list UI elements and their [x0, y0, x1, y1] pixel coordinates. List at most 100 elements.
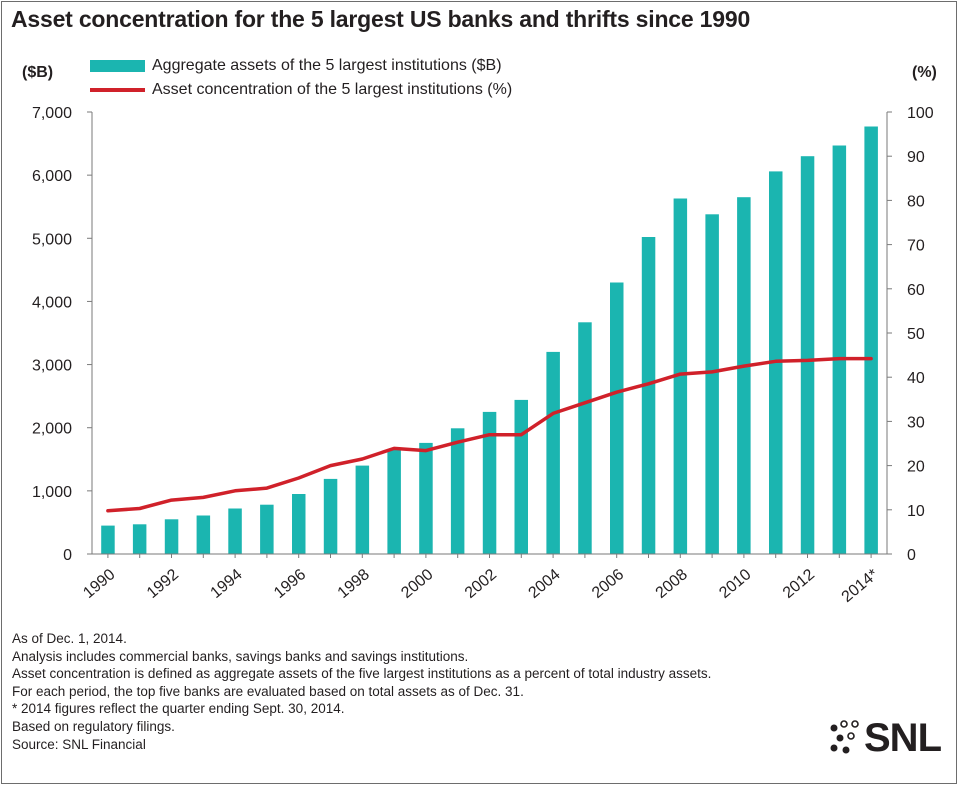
x-tick-label: 1990	[80, 566, 118, 602]
footnote: Source: SNL Financial	[12, 736, 146, 752]
bar	[832, 145, 847, 554]
right-tick-label: 40	[907, 370, 925, 387]
line-point	[329, 464, 332, 467]
footnote: As of Dec. 1, 2014.	[12, 631, 127, 646]
right-tick-label: 50	[907, 326, 925, 343]
chart-title: Asset concentration for the 5 largest US…	[11, 6, 751, 32]
bar	[610, 282, 624, 554]
bar	[450, 428, 465, 554]
bar	[673, 198, 688, 554]
footnote: * 2014 figures reflect the quarter endin…	[12, 701, 345, 717]
legend-line-swatch	[90, 88, 145, 92]
left-tick-label: 7,000	[32, 105, 72, 122]
right-tick-label: 90	[907, 149, 925, 166]
line-point	[233, 489, 237, 492]
line-point	[647, 382, 650, 385]
line-point	[838, 357, 841, 360]
right-tick-label: 10	[907, 503, 925, 520]
snl-dots-icon	[830, 720, 859, 754]
bar	[546, 351, 560, 554]
right-tick-label: 30	[907, 414, 925, 431]
right-tick-label: 70	[907, 238, 925, 255]
bar	[132, 524, 147, 554]
line-point	[170, 498, 173, 502]
bar	[641, 237, 656, 554]
line-point	[742, 364, 746, 368]
x-tick-label: 1996	[271, 566, 309, 602]
line-point	[520, 433, 523, 436]
left-axis-unit: ($B)	[22, 64, 54, 81]
x-tick-label: 1994	[207, 566, 245, 602]
right-tick-label: 60	[907, 282, 925, 299]
bar	[164, 519, 179, 554]
legend-item-bars: Aggregate assets of the 5 largest instit…	[90, 54, 512, 78]
footnote: Asset concentration is defined as aggreg…	[12, 666, 712, 682]
right-tick-label: 20	[907, 459, 925, 476]
x-tick-label: 2006	[589, 566, 627, 602]
line-point	[456, 441, 459, 444]
footnote: Based on regulatory filings.	[12, 718, 175, 734]
line-point	[710, 370, 714, 374]
line-point	[551, 412, 555, 415]
bar	[737, 197, 751, 554]
x-tick-label: 2000	[398, 566, 436, 602]
bar	[101, 525, 115, 554]
bar	[196, 515, 211, 554]
bar	[260, 504, 274, 554]
legend-item-line: Asset concentration of the 5 largest ins…	[90, 78, 512, 102]
right-tick-label: 0	[907, 547, 916, 564]
left-tick-label: 4,000	[32, 294, 72, 311]
bar	[705, 214, 719, 555]
legend-line-label: Asset concentration of the 5 largest ins…	[152, 81, 513, 98]
left-tick-label: 0	[63, 547, 72, 564]
bar	[800, 156, 815, 554]
line-point	[106, 509, 110, 512]
bar	[419, 442, 433, 554]
line-point	[202, 496, 205, 499]
footnote: Analysis includes commercial banks, savi…	[12, 648, 469, 664]
right-tick-label: 100	[907, 105, 934, 122]
legend-bar-swatch	[90, 60, 145, 72]
snl-logo: SNL	[828, 716, 942, 760]
logo-text: SNL	[864, 716, 942, 760]
line-point	[361, 457, 364, 461]
legend: Aggregate assets of the 5 largest instit…	[90, 54, 512, 102]
bar	[578, 322, 592, 554]
line-point	[297, 476, 300, 480]
line-point	[774, 360, 777, 363]
line-point	[488, 433, 491, 436]
line-point	[615, 391, 618, 394]
chart-plot: 0 1,000 2,000 3,000 4,000 5,000 6,000 7,000 0 10 2…	[32, 105, 934, 606]
line-point	[869, 357, 873, 360]
right-axis-unit: (%)	[912, 64, 937, 81]
x-tick-label: 2004	[525, 566, 563, 602]
x-tick-label: 2012	[780, 566, 818, 602]
bar	[355, 465, 370, 554]
left-tick-label: 1,000	[32, 484, 72, 501]
left-tick-label: 5,000	[32, 231, 72, 248]
x-tick-label: 2008	[653, 566, 691, 602]
footnote: For each period, the top five banks are …	[12, 683, 524, 699]
bar	[228, 508, 242, 554]
line-point	[424, 449, 428, 452]
x-tick-label: 1992	[144, 566, 182, 602]
bar	[514, 399, 528, 554]
legend-bar-label: Aggregate assets of the 5 largest instit…	[152, 57, 502, 74]
bar	[387, 449, 401, 554]
line-point	[265, 486, 269, 490]
x-tick-label: 2014*	[839, 566, 882, 606]
line-point	[392, 447, 396, 450]
footnotes: As of Dec. 1, 2014. Analysis includes co…	[12, 630, 711, 753]
x-tick-label: 2002	[462, 566, 500, 602]
line-point	[806, 359, 809, 362]
left-tick-label: 6,000	[32, 168, 72, 185]
left-tick-label: 2,000	[32, 421, 72, 438]
line-point	[583, 401, 587, 404]
bar	[482, 411, 497, 554]
bar	[292, 494, 306, 554]
bar	[864, 126, 878, 554]
x-tick-label: 2010	[716, 566, 754, 602]
line-point	[138, 507, 141, 510]
right-tick-label: 80	[907, 193, 925, 210]
